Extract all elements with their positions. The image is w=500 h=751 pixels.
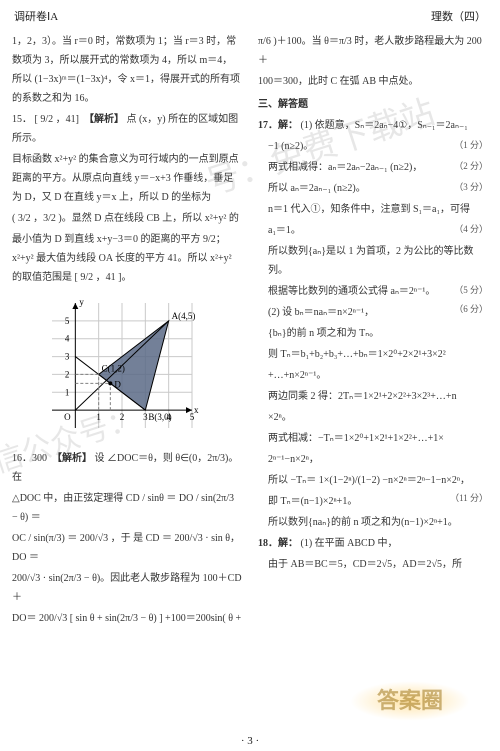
page: 调研卷ⅠA 理数（四） 1，2，3）。当 r＝0 时，常数项为 1；当 r＝3 … [0, 0, 500, 751]
para: π/6 )＋100。当 θ＝π/3 时，老人散步路程最大为 200＋ [258, 32, 488, 70]
para: ×2ⁿ。 [258, 408, 488, 427]
para: n＝1 代入①，知条件中，注意到 S₁＝a₁，可得 [258, 200, 488, 219]
para: 所以数列{naₙ}的前 n 项之和为(n−1)×2ⁿ+1。 [258, 513, 488, 532]
text: 根据等比数列的通项公式得 aₙ＝2ⁿ⁻¹。 [268, 286, 435, 297]
para: {bₙ}的前 n 项之和为 Tₙ。 [258, 324, 488, 343]
left-column: 1，2，3）。当 r＝0 时，常数项为 1；当 r＝3 时，常数项为 3，所以展… [12, 32, 242, 722]
stamp-logo: 答案圈 [350, 681, 470, 721]
score: （3 分） [454, 179, 488, 196]
page-number: · 3 · [0, 735, 500, 747]
para: 1，2，3）。当 r＝0 时，常数项为 1；当 r＝3 时，常数项为 3，所以展… [12, 32, 242, 108]
item-number: 16．300 [12, 453, 47, 464]
para: a₁＝1。 （4 分） [258, 221, 488, 240]
para: 则 Tₙ＝b₁+b₂+b₃+…+bₙ＝1×2⁰+2×2¹+3×2² [258, 345, 488, 364]
para: 所以 −Tₙ＝ 1×(1−2ⁿ)/(1−2) −n×2ⁿ＝2ⁿ−1−n×2ⁿ， … [258, 471, 488, 490]
text: 所以 −Tₙ＝ 1×(1−2ⁿ)/(1−2) −n×2ⁿ＝2ⁿ−1−n×2ⁿ， [268, 475, 470, 486]
header-left: 调研卷ⅠA [14, 8, 58, 24]
para: +…+n×2ⁿ⁻¹。 [258, 366, 488, 385]
page-header: 调研卷ⅠA 理数（四） [12, 8, 488, 24]
analysis-label: 【解析】 [52, 453, 92, 464]
svg-text:x: x [194, 405, 199, 415]
section-title: 三、解答题 [258, 95, 488, 114]
analysis-label: 【解析】 [84, 114, 124, 125]
score: （5 分） [454, 282, 488, 299]
para: 两式相减：−Tₙ＝1×2⁰+1×2¹+1×2²+…+1× [258, 429, 488, 448]
item-16: 16．300 【解析】 设 ∠DOC＝θ，则 θ∈(0，2π/3)。在 [12, 449, 242, 487]
svg-text:3: 3 [65, 352, 70, 362]
para: 最小值为 D 到直线 x+y−3＝0 的距离的平方 9/2；x²+y² 最大值为… [12, 230, 242, 287]
para: 100＝300，此时 C 在弧 AB 中点处。 [258, 72, 488, 91]
svg-text:D: D [114, 379, 121, 389]
item-number: 17．解： [258, 120, 298, 131]
item-answer: [ 9/2 ，41] [35, 114, 79, 125]
svg-text:2: 2 [120, 412, 125, 422]
svg-text:4: 4 [65, 334, 70, 344]
score: （11 分） [450, 490, 488, 507]
item-number: 15． [12, 114, 32, 125]
right-column: π/6 )＋100。当 θ＝π/3 时，老人散步路程最大为 200＋ 100＝3… [258, 32, 488, 722]
para: DO＝ 200/√3 [ sin θ + sin(2π/3 − θ) ] +10… [12, 609, 242, 628]
graph-svg: 1234512345xyOA(4,5)B(3,0)C(1,2)D [32, 293, 202, 443]
score: （4 分） [454, 221, 488, 238]
para: 两边同乘 2 得：2Tₙ＝1×2¹+2×2²+3×2³+…+n [258, 387, 488, 406]
para: OC / sin(π/3) ＝ 200/√3 ，于 是 CD ＝ 200/√3 … [12, 529, 242, 567]
item-18: 18．解： (1) 在平面 ABCD 中， [258, 534, 488, 553]
svg-text:3: 3 [143, 412, 148, 422]
para: −1 (n≥2)。 （1 分） [258, 137, 488, 156]
header-right: 理数（四） [431, 8, 486, 24]
para: 所以 aₙ＝2aₙ₋₁ (n≥2)。 （3 分） [258, 179, 488, 198]
para: 所以数列{aₙ}是以 1 为首项，2 为公比的等比数列。 [258, 242, 488, 280]
score: （2 分） [454, 158, 488, 175]
score: （1 分） [454, 137, 488, 154]
para: 200/√3 · sin(2π/3 − θ)。因此老人散步路程为 100＋CD＋ [12, 569, 242, 607]
svg-text:1: 1 [65, 387, 70, 397]
text: 所以 aₙ＝2aₙ₋₁ (n≥2)。 [268, 183, 366, 194]
para: 两式相减得：aₙ＝2aₙ−2aₙ₋₁ (n≥2)， （2 分） [258, 158, 488, 177]
item-15: 15． [ 9/2 ，41] 【解析】 点 (x，y) 所在的区域如图所示。 [12, 110, 242, 148]
svg-text:2: 2 [65, 369, 70, 379]
svg-text:5: 5 [65, 316, 70, 326]
text: 两式相减得：aₙ＝2aₙ−2aₙ₋₁ (n≥2)， [268, 162, 422, 173]
svg-text:B(3,0): B(3,0) [148, 412, 171, 422]
svg-text:A(4,5): A(4,5) [172, 311, 196, 321]
region-graph: 1234512345xyOA(4,5)B(3,0)C(1,2)D [32, 293, 202, 443]
text: (1) 依题意，Sₙ＝2aₙ−4①，Sₙ₋₁＝2aₙ₋₁ [301, 120, 468, 131]
text: a₁＝1。 [268, 225, 301, 236]
svg-text:C(1,2): C(1,2) [102, 363, 125, 373]
para: 由于 AB＝BC＝5，CD＝2√5，AD＝2√5，所 [258, 555, 488, 574]
text: (1) 在平面 ABCD 中， [301, 538, 398, 549]
svg-text:1: 1 [96, 412, 101, 422]
content-columns: 1，2，3）。当 r＝0 时，常数项为 1；当 r＝3 时，常数项为 3，所以展… [12, 32, 488, 722]
item-number: 18．解： [258, 538, 298, 549]
item-17: 17．解： (1) 依题意，Sₙ＝2aₙ−4①，Sₙ₋₁＝2aₙ₋₁ [258, 116, 488, 135]
para: ( 3/2 ，3/2 )。显然 D 点在线段 CB 上，所以 x²+y² 的 [12, 209, 242, 228]
svg-text:O: O [64, 412, 71, 422]
para: 2ⁿ⁻¹−n×2ⁿ， [258, 450, 488, 469]
score: （6 分） [454, 301, 488, 318]
svg-text:y: y [79, 297, 84, 307]
para: △DOC 中，由正弦定理得 CD / sinθ ＝ DO / sin(2π/3 … [12, 489, 242, 527]
para: 目标函数 x²+y² 的集合意义为可行域内的一点到原点距离的平方。从原点向直线 … [12, 150, 242, 207]
text: −1 (n≥2)。 [268, 141, 313, 152]
